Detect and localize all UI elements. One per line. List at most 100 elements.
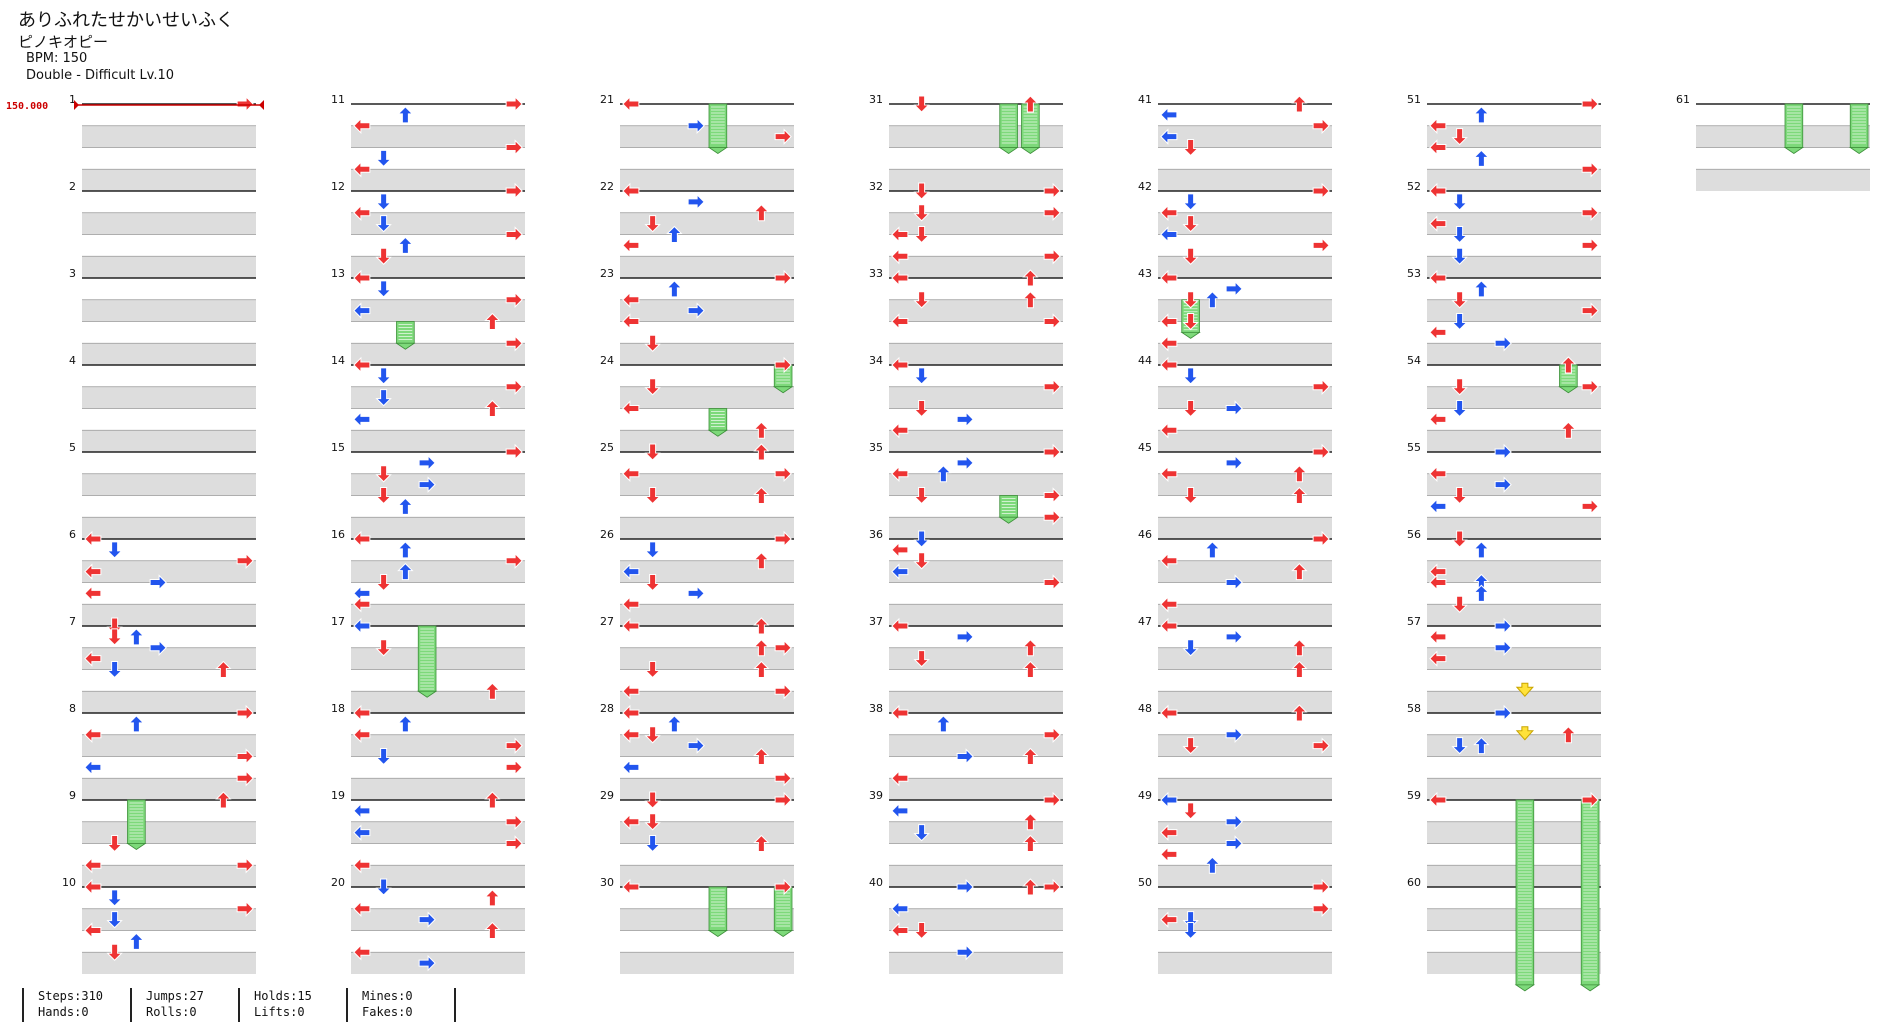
measure-number: 5 — [69, 441, 76, 454]
beat-band — [1427, 386, 1601, 409]
beat-band — [620, 386, 794, 409]
beat-band — [620, 125, 794, 148]
arrow-note — [1494, 443, 1512, 461]
arrow-note — [666, 225, 683, 243]
measure-number: 11 — [331, 93, 345, 106]
beat-band — [82, 734, 256, 757]
beat-band — [889, 517, 1063, 539]
arrow-note — [375, 193, 392, 211]
arrow-note — [622, 400, 640, 417]
beat-band — [351, 125, 525, 148]
arrow-note — [1160, 356, 1178, 374]
stats-col-jumps: Jumps:27 Rolls:0 — [130, 988, 204, 1022]
beat-band — [889, 343, 1063, 365]
arrow-note — [1182, 737, 1199, 755]
mine-note — [1515, 682, 1534, 698]
hold-note — [998, 103, 1019, 154]
beat-band — [82, 169, 256, 191]
stat-fakes: Fakes:0 — [362, 1005, 413, 1019]
arrow-note — [353, 161, 371, 178]
measure-number: 21 — [600, 93, 614, 106]
beat-band — [82, 125, 256, 148]
arrow-note — [622, 95, 640, 113]
arrow-note — [891, 802, 909, 820]
arrow-note — [1043, 509, 1061, 526]
beat-band — [620, 473, 794, 496]
measure-number: 58 — [1407, 702, 1421, 715]
beat-band — [620, 517, 794, 539]
hold-note — [1848, 103, 1870, 154]
beat-band — [889, 256, 1063, 278]
beat-band — [82, 343, 256, 365]
measure-number: 46 — [1138, 528, 1152, 541]
arrow-note — [774, 683, 792, 700]
arrow-note — [215, 660, 232, 678]
arrow-note — [1160, 552, 1178, 569]
measure-number: 26 — [600, 528, 614, 541]
measure-number: 22 — [600, 180, 614, 193]
arrow-note — [753, 834, 770, 852]
arrow-note — [1473, 106, 1490, 124]
arrow-note — [375, 748, 392, 766]
stats-end-divider — [454, 988, 470, 1022]
arrow-note — [84, 759, 102, 776]
beat-band — [620, 952, 794, 974]
measure-number: 49 — [1138, 789, 1152, 802]
beat-band — [82, 691, 256, 713]
arrow-note — [84, 922, 102, 939]
arrow-note — [505, 335, 523, 352]
beat-band — [620, 821, 794, 844]
beat-band — [620, 169, 794, 191]
arrow-note — [774, 530, 792, 548]
measure-number: 54 — [1407, 354, 1421, 367]
arrow-note — [913, 204, 930, 222]
arrow-note — [1182, 313, 1199, 331]
arrow-note — [375, 389, 392, 407]
arrow-note — [1494, 476, 1512, 493]
hold-note — [707, 103, 729, 154]
arrow-note — [913, 400, 930, 418]
arrow-note — [774, 128, 792, 145]
arrow-note — [891, 704, 909, 722]
arrow-note — [1291, 465, 1308, 483]
arrow-note — [106, 943, 123, 961]
arrow-note — [1182, 139, 1199, 157]
arrow-note — [1160, 704, 1178, 722]
arrow-note — [1429, 182, 1447, 200]
beat-band — [351, 517, 525, 539]
arrow-note — [1312, 117, 1330, 134]
arrow-note — [106, 911, 123, 929]
arrow-note — [622, 237, 640, 254]
arrow-note — [1581, 791, 1599, 809]
arrow-note — [1225, 400, 1243, 417]
arrow-note — [418, 911, 436, 928]
arrow-note — [128, 628, 145, 646]
beat-band — [351, 560, 525, 583]
beat-band — [82, 212, 256, 235]
arrow-note — [891, 226, 909, 243]
arrow-note — [1451, 400, 1468, 418]
arrow-note — [505, 182, 523, 200]
measure-number: 30 — [600, 876, 614, 889]
arrow-note — [891, 313, 909, 330]
arrow-note — [1312, 530, 1330, 548]
arrow-note — [1429, 498, 1447, 515]
arrow-note — [375, 465, 392, 483]
beat-band — [1427, 647, 1601, 670]
measure-number: 55 — [1407, 441, 1421, 454]
arrow-note — [353, 596, 371, 613]
arrow-note — [236, 748, 254, 765]
arrow-note — [375, 280, 392, 298]
beat-band — [1427, 952, 1601, 974]
arrow-note — [891, 563, 909, 580]
arrow-note — [774, 269, 792, 287]
arrow-note — [1160, 596, 1178, 613]
measure-number: 51 — [1407, 93, 1421, 106]
beat-band — [1158, 343, 1332, 365]
beat-band — [889, 734, 1063, 757]
hold-note — [998, 495, 1019, 524]
beat-band — [889, 821, 1063, 844]
arrow-note — [687, 585, 705, 602]
arrow-note — [913, 824, 930, 842]
stat-lifts: Lifts:0 — [254, 1005, 305, 1019]
